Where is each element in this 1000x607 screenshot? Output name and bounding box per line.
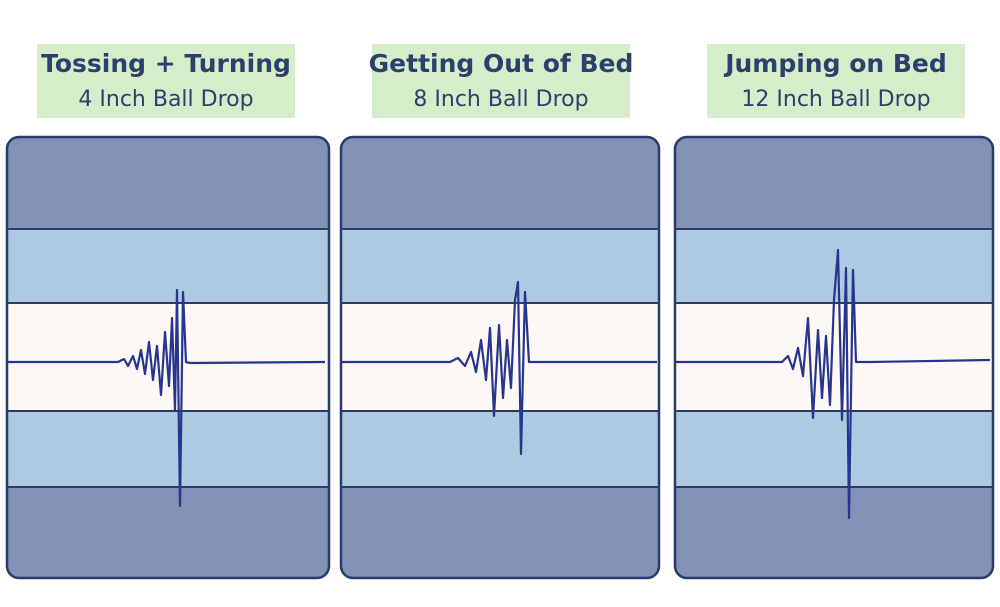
panel-subtitle: 4 Inch Ball Drop [78, 87, 253, 112]
panel [341, 137, 659, 578]
label-box: Getting Out of Bed 8 Inch Ball Drop [369, 44, 634, 118]
waveform [341, 280, 657, 456]
panel-border [339, 135, 661, 580]
panel [7, 137, 329, 578]
panel-subtitle: 12 Inch Ball Drop [741, 87, 930, 112]
panel-title: Getting Out of Bed [369, 49, 634, 78]
label-box: Jumping on Bed 12 Inch Ball Drop [707, 44, 965, 118]
panel-title: Tossing + Turning [41, 49, 291, 78]
panel-border [5, 135, 331, 580]
panel-border [673, 135, 995, 580]
label-box: Tossing + Turning 4 Inch Ball Drop [37, 44, 295, 118]
waveform [7, 288, 326, 508]
panel-subtitle: 8 Inch Ball Drop [413, 87, 588, 112]
panel [675, 137, 993, 578]
waveform [675, 248, 991, 520]
panel-title: Jumping on Bed [723, 49, 947, 78]
